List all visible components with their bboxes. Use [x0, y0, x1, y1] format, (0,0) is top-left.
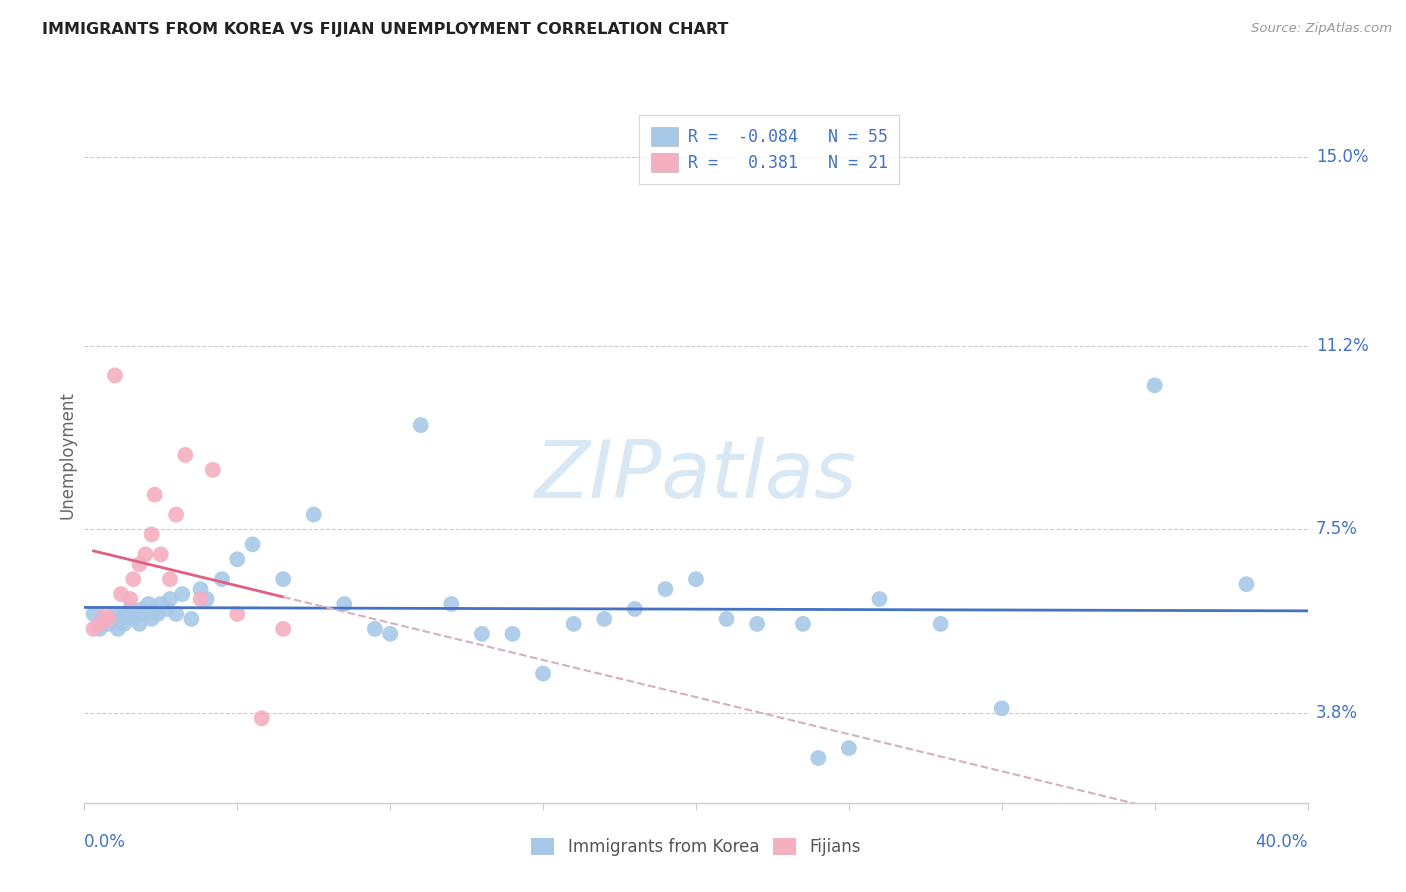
- Point: [128, 558, 150, 572]
- Text: 0.0%: 0.0%: [84, 833, 127, 851]
- Point: [562, 616, 585, 631]
- Point: [190, 592, 212, 607]
- Point: [141, 527, 163, 541]
- Point: [838, 741, 860, 756]
- Point: [104, 607, 127, 621]
- Point: [201, 463, 224, 477]
- Point: [302, 508, 325, 522]
- Point: [364, 622, 387, 636]
- Legend: Immigrants from Korea, Fijians: Immigrants from Korea, Fijians: [523, 830, 869, 864]
- Point: [135, 607, 157, 621]
- Point: [149, 597, 172, 611]
- Point: [112, 616, 135, 631]
- Point: [165, 508, 187, 522]
- Point: [624, 602, 647, 616]
- Point: [143, 602, 166, 616]
- Point: [143, 488, 166, 502]
- Point: [94, 607, 117, 621]
- Point: [190, 582, 212, 596]
- Text: Source: ZipAtlas.com: Source: ZipAtlas.com: [1251, 22, 1392, 36]
- Point: [333, 597, 356, 611]
- Text: 3.8%: 3.8%: [1316, 705, 1358, 723]
- Point: [792, 616, 814, 631]
- Point: [149, 547, 172, 561]
- Point: [89, 616, 111, 631]
- Point: [593, 612, 616, 626]
- Point: [380, 627, 402, 641]
- Point: [685, 572, 707, 586]
- Point: [110, 587, 132, 601]
- Point: [122, 612, 145, 626]
- Point: [180, 612, 202, 626]
- Point: [156, 602, 179, 616]
- Y-axis label: Unemployment: Unemployment: [58, 391, 76, 519]
- Point: [807, 751, 830, 765]
- Point: [716, 612, 738, 626]
- Point: [531, 666, 554, 681]
- Point: [1234, 577, 1257, 591]
- Point: [83, 607, 105, 621]
- Point: [242, 537, 264, 551]
- Point: [83, 622, 105, 636]
- Point: [141, 612, 163, 626]
- Point: [125, 607, 148, 621]
- Point: [138, 597, 160, 611]
- Point: [97, 612, 120, 626]
- Text: 40.0%: 40.0%: [1256, 833, 1308, 851]
- Text: IMMIGRANTS FROM KOREA VS FIJIAN UNEMPLOYMENT CORRELATION CHART: IMMIGRANTS FROM KOREA VS FIJIAN UNEMPLOY…: [42, 22, 728, 37]
- Point: [120, 602, 142, 616]
- Point: [440, 597, 463, 611]
- Point: [501, 627, 523, 641]
- Point: [195, 592, 218, 607]
- Point: [110, 612, 132, 626]
- Point: [471, 627, 494, 641]
- Point: [165, 607, 187, 621]
- Point: [97, 616, 120, 631]
- Point: [226, 552, 249, 566]
- Text: 7.5%: 7.5%: [1316, 520, 1358, 539]
- Text: ZIPatlas: ZIPatlas: [534, 437, 858, 515]
- Point: [226, 607, 249, 621]
- Point: [89, 622, 111, 636]
- Point: [122, 572, 145, 586]
- Point: [159, 592, 181, 607]
- Point: [172, 587, 194, 601]
- Point: [654, 582, 676, 596]
- Point: [107, 622, 129, 636]
- Point: [990, 701, 1012, 715]
- Point: [104, 368, 127, 383]
- Point: [128, 616, 150, 631]
- Point: [135, 547, 157, 561]
- Point: [271, 572, 294, 586]
- Point: [115, 607, 138, 621]
- Point: [146, 607, 169, 621]
- Point: [250, 711, 273, 725]
- Text: 11.2%: 11.2%: [1316, 336, 1368, 355]
- Point: [1143, 378, 1166, 392]
- Point: [174, 448, 197, 462]
- Text: 15.0%: 15.0%: [1316, 148, 1368, 166]
- Point: [409, 418, 432, 433]
- Point: [271, 622, 294, 636]
- Point: [131, 602, 153, 616]
- Point: [120, 592, 142, 607]
- Point: [745, 616, 768, 631]
- Point: [929, 616, 952, 631]
- Point: [91, 612, 114, 626]
- Point: [869, 592, 891, 607]
- Point: [159, 572, 181, 586]
- Point: [211, 572, 233, 586]
